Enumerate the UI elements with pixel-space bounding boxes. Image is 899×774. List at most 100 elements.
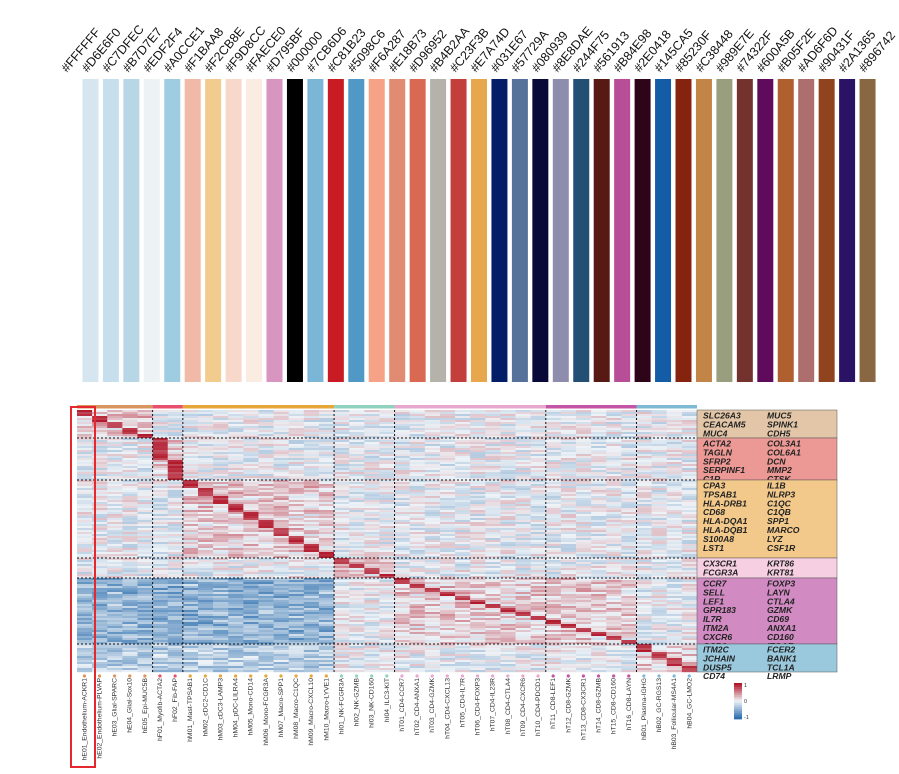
heatmap-cell bbox=[122, 440, 138, 443]
heatmap-cell bbox=[636, 502, 652, 505]
heatmap-cell bbox=[137, 426, 153, 429]
heatmap-cell bbox=[651, 574, 668, 577]
heatmap-cell bbox=[243, 436, 259, 439]
heatmap-cell bbox=[243, 468, 259, 471]
heatmap-cell bbox=[228, 540, 244, 543]
heatmap-cell bbox=[666, 416, 683, 419]
heatmap-cell bbox=[364, 642, 380, 645]
heatmap-cell bbox=[258, 454, 274, 457]
heatmap-cell bbox=[606, 420, 622, 423]
heatmap-cell bbox=[167, 570, 184, 573]
heatmap-cell bbox=[470, 422, 486, 425]
heatmap-cell bbox=[122, 508, 138, 511]
heatmap-cell bbox=[576, 570, 592, 573]
heatmap-cell bbox=[228, 476, 244, 479]
heatmap-cell bbox=[530, 512, 547, 515]
heatmap-cell bbox=[258, 550, 274, 553]
heatmap-cell bbox=[92, 464, 108, 467]
heatmap-cell bbox=[288, 466, 305, 469]
heatmap-cell bbox=[485, 644, 501, 647]
heatmap-cell bbox=[394, 522, 410, 525]
heatmap-cell bbox=[576, 474, 592, 477]
heatmap-cell bbox=[334, 482, 350, 485]
heatmap-cell bbox=[666, 556, 683, 559]
heatmap-cell bbox=[576, 430, 592, 433]
heatmap-cell bbox=[409, 596, 426, 599]
color-swatch bbox=[286, 79, 303, 382]
heatmap-cell bbox=[107, 482, 123, 485]
heatmap-cell bbox=[455, 494, 471, 497]
color-swatch bbox=[409, 79, 426, 382]
heatmap-cell bbox=[636, 518, 652, 521]
heatmap-cell bbox=[576, 478, 592, 481]
heatmap-cell bbox=[424, 646, 441, 649]
heatmap-cell bbox=[651, 434, 668, 437]
heatmap-cell bbox=[318, 570, 335, 573]
heatmap-cell bbox=[334, 466, 350, 469]
heatmap-cell bbox=[107, 608, 123, 611]
heatmap-cell bbox=[137, 464, 153, 467]
heatmap-cell bbox=[591, 426, 607, 429]
heatmap-cell bbox=[576, 560, 592, 563]
heatmap-cell bbox=[545, 606, 562, 609]
heatmap-cell bbox=[424, 594, 441, 597]
heatmap-cell bbox=[213, 580, 229, 583]
heatmap-cell bbox=[182, 450, 199, 453]
heatmap-cell bbox=[152, 434, 169, 437]
heatmap-cell bbox=[334, 514, 350, 517]
heatmap-cell bbox=[92, 586, 108, 589]
heatmap-cell bbox=[92, 642, 108, 645]
heatmap-cell bbox=[576, 608, 592, 611]
heatmap-cell bbox=[681, 546, 698, 549]
heatmap-cell bbox=[152, 432, 169, 435]
heatmap-cell bbox=[409, 488, 426, 491]
heatmap-cell bbox=[576, 534, 592, 537]
heatmap-cell bbox=[621, 466, 637, 469]
heatmap-cell bbox=[681, 442, 698, 445]
heatmap-cell bbox=[107, 456, 123, 459]
heatmap-cell bbox=[455, 438, 471, 441]
heatmap-cell bbox=[107, 462, 123, 465]
heatmap-cell bbox=[107, 612, 123, 615]
heatmap-cell bbox=[273, 584, 290, 587]
heatmap-cell bbox=[349, 528, 365, 531]
heatmap-cell bbox=[545, 634, 562, 637]
heatmap-cell bbox=[182, 558, 199, 561]
heatmap-cell bbox=[228, 418, 244, 421]
heatmap-cell bbox=[122, 564, 138, 567]
heatmap-cell bbox=[576, 540, 592, 543]
heatmap-cell bbox=[636, 478, 652, 481]
heatmap-cell bbox=[409, 476, 426, 479]
heatmap-cell bbox=[409, 572, 426, 575]
heatmap-cell bbox=[681, 574, 698, 577]
heatmap-cell bbox=[182, 610, 199, 613]
heatmap-cell bbox=[303, 624, 320, 627]
heatmap-cell bbox=[364, 454, 380, 457]
heatmap-cell bbox=[213, 566, 229, 569]
heatmap-cell bbox=[243, 616, 259, 619]
heatmap-cell bbox=[77, 636, 93, 639]
heatmap-cell bbox=[303, 466, 320, 469]
heatmap-cell bbox=[213, 572, 229, 575]
heatmap-cell bbox=[394, 584, 410, 587]
heatmap-cell bbox=[455, 572, 471, 575]
heatmap-cell bbox=[379, 448, 395, 451]
heatmap-cell bbox=[152, 456, 169, 459]
heatmap-cell bbox=[152, 646, 169, 649]
heatmap-cell bbox=[651, 454, 668, 457]
heatmap-cell bbox=[651, 486, 668, 489]
heatmap-cell bbox=[77, 508, 93, 511]
heatmap-cell bbox=[530, 454, 547, 457]
heatmap-cell bbox=[364, 464, 380, 467]
heatmap-cell bbox=[288, 522, 305, 525]
heatmap-cell bbox=[349, 444, 365, 447]
heatmap-cell bbox=[576, 472, 592, 475]
heatmap-cell bbox=[334, 646, 350, 649]
heatmap-cell bbox=[167, 646, 184, 649]
heatmap-cell bbox=[213, 564, 229, 567]
heatmap-cell bbox=[651, 604, 668, 607]
heatmap-cell bbox=[409, 580, 426, 583]
heatmap-cell bbox=[197, 532, 214, 535]
heatmap-cell bbox=[439, 502, 456, 505]
heatmap-cell bbox=[636, 490, 652, 493]
